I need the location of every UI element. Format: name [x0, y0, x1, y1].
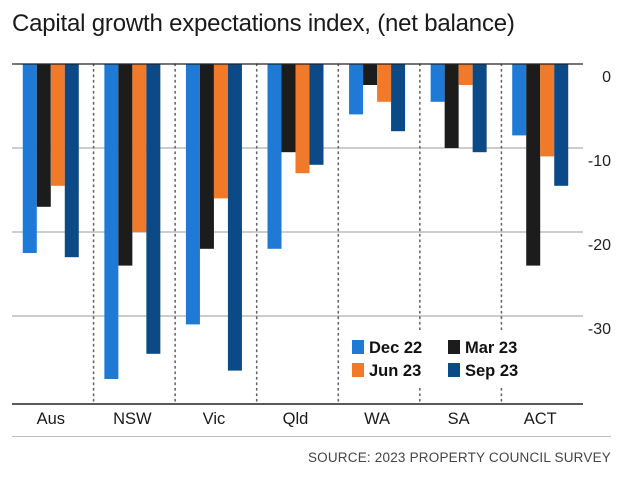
- y-tick-label: -20: [588, 237, 611, 254]
- bar: [267, 64, 282, 249]
- legend-label: Mar 23: [465, 339, 517, 357]
- axes: [12, 63, 583, 405]
- footer-divider: [12, 436, 611, 437]
- bar: [281, 64, 296, 153]
- legend-background: [343, 330, 533, 388]
- legend-swatch: [352, 363, 364, 377]
- bar: [526, 64, 541, 266]
- bar: [22, 64, 37, 253]
- legend-swatch: [448, 363, 460, 377]
- bar: [512, 64, 527, 136]
- bar: [391, 64, 406, 132]
- bar: [50, 64, 65, 186]
- bar: [295, 64, 310, 174]
- bar: [146, 64, 161, 354]
- bar: [118, 64, 133, 266]
- bar: [104, 64, 119, 379]
- bar: [554, 64, 569, 186]
- x-tick-label: Vic: [203, 410, 226, 428]
- y-tick-label: -10: [588, 153, 611, 170]
- bar: [309, 64, 324, 165]
- legend: Dec 22 Mar 23 Jun 23 Sep 23: [343, 330, 533, 388]
- x-tick-label: Qld: [283, 410, 309, 428]
- bar: [458, 64, 473, 85]
- bar: [227, 64, 242, 371]
- x-tick-label: NSW: [113, 410, 152, 428]
- bar: [363, 64, 378, 85]
- legend-label: Dec 22: [369, 339, 422, 357]
- bar: [472, 64, 487, 153]
- bar: [377, 64, 392, 102]
- bar: [64, 64, 79, 258]
- x-tick-label: WA: [364, 410, 390, 428]
- bar: [540, 64, 555, 157]
- legend-label: Jun 23: [369, 362, 421, 380]
- category-dividers: [92, 63, 503, 405]
- chart-title: Capital growth expectations index, (net …: [12, 10, 515, 37]
- bar: [199, 64, 214, 249]
- bar: [349, 64, 364, 115]
- bar: [213, 64, 228, 199]
- legend-label: Sep 23: [465, 362, 518, 380]
- source-note: SOURCE: 2023 PROPERTY COUNCIL SURVEY: [307, 450, 611, 465]
- legend-swatch: [448, 340, 460, 354]
- bar: [36, 64, 51, 207]
- x-tick-label: ACT: [524, 410, 557, 428]
- x-tick-label: SA: [448, 410, 470, 428]
- y-tick-label: -30: [588, 321, 611, 338]
- x-tick-labels: Aus NSW Vic Qld WA SA ACT: [37, 410, 557, 428]
- legend-swatch: [352, 340, 364, 354]
- bars: [22, 64, 569, 379]
- bar: [430, 64, 445, 102]
- bar: [185, 64, 200, 325]
- bar: [444, 64, 459, 148]
- y-tick-label: 0: [602, 69, 611, 86]
- x-tick-label: Aus: [37, 410, 65, 428]
- y-tick-labels: 0 -10 -20 -30: [588, 69, 611, 338]
- bar: [132, 64, 147, 232]
